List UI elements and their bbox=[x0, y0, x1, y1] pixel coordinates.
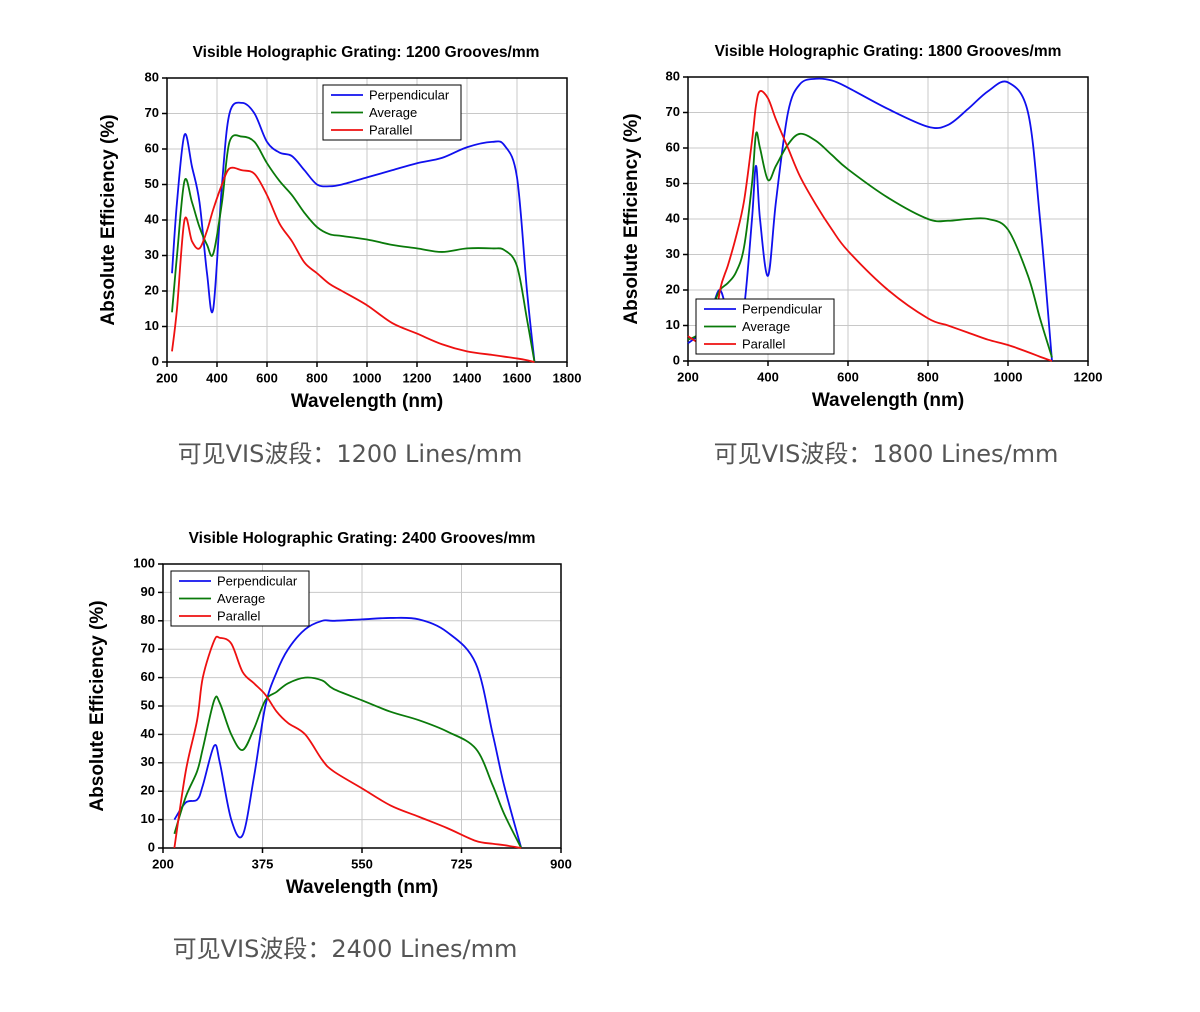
x-tick-label: 1600 bbox=[503, 370, 532, 385]
legend-label: Parallel bbox=[369, 122, 412, 137]
chart-title: Visible Holographic Grating: 1200 Groove… bbox=[193, 44, 540, 61]
y-tick-label: 40 bbox=[141, 726, 155, 741]
x-tick-label: 900 bbox=[550, 856, 572, 871]
y-axis-label: Absolute Efficiency (%) bbox=[98, 114, 119, 325]
y-tick-label: 20 bbox=[141, 783, 155, 798]
legend: Perpendicular Average Parallel bbox=[170, 570, 310, 627]
legend-label: Parallel bbox=[217, 608, 260, 623]
x-tick-label: 1000 bbox=[353, 370, 382, 385]
series-line bbox=[687, 131, 1053, 358]
plot-frame bbox=[687, 76, 1089, 362]
legend-label: Perpendicular bbox=[742, 301, 823, 316]
chart-title: Visible Holographic Grating: 2400 Groove… bbox=[189, 530, 536, 547]
x-tick-label: 1000 bbox=[994, 369, 1023, 384]
y-tick-label: 70 bbox=[145, 105, 159, 120]
x-tick-label: 200 bbox=[156, 370, 178, 385]
y-tick-label: 60 bbox=[145, 140, 159, 155]
series-line bbox=[171, 134, 536, 363]
caption: 可见VIS波段：1200 Lines/mm bbox=[178, 440, 523, 468]
x-axis-label: Wavelength (nm) bbox=[291, 391, 443, 412]
y-tick-label: 0 bbox=[673, 352, 680, 367]
y-tick-label: 0 bbox=[152, 353, 159, 368]
y-tick-label: 30 bbox=[145, 247, 159, 262]
x-tick-label: 375 bbox=[252, 856, 274, 871]
y-tick-label: 80 bbox=[145, 69, 159, 84]
y-tick-label: 10 bbox=[666, 317, 680, 332]
x-tick-label: 800 bbox=[917, 369, 939, 384]
y-tick-label: 80 bbox=[141, 612, 155, 627]
x-tick-label: 400 bbox=[206, 370, 228, 385]
series-line bbox=[171, 166, 535, 363]
x-tick-label: 1200 bbox=[403, 370, 432, 385]
caption: 可见VIS波段：1800 Lines/mm bbox=[714, 440, 1059, 468]
x-tick-label: 550 bbox=[351, 856, 373, 871]
y-tick-label: 70 bbox=[666, 104, 680, 119]
chart: 0 10 20 30 40 50 60 70 80 90 100 200 375 550 725 900 Per… bbox=[87, 530, 572, 963]
y-tick-label: 100 bbox=[133, 555, 155, 570]
x-tick-label: 800 bbox=[306, 370, 328, 385]
chart: 0 10 20 30 40 50 60 70 80 200 400 600 800 1000 1200 140… bbox=[98, 44, 581, 468]
x-tick-label: 1800 bbox=[553, 370, 582, 385]
y-tick-label: 20 bbox=[145, 282, 159, 297]
series-line bbox=[173, 616, 523, 849]
y-axis-label: Absolute Efficiency (%) bbox=[87, 600, 108, 811]
x-axis-label: Wavelength (nm) bbox=[286, 877, 438, 898]
caption: 可见VIS波段：2400 Lines/mm bbox=[173, 935, 518, 963]
x-tick-label: 600 bbox=[837, 369, 859, 384]
legend-label: Average bbox=[369, 105, 417, 120]
plot-frame bbox=[162, 563, 562, 849]
y-tick-label: 20 bbox=[666, 281, 680, 296]
series-line bbox=[173, 635, 522, 849]
legend: Perpendicular Average Parallel bbox=[695, 298, 835, 355]
y-tick-label: 10 bbox=[145, 318, 159, 333]
y-tick-label: 40 bbox=[145, 211, 159, 226]
y-tick-label: 90 bbox=[141, 584, 155, 599]
y-tick-label: 30 bbox=[666, 246, 680, 261]
y-tick-label: 50 bbox=[141, 697, 155, 712]
x-tick-label: 400 bbox=[757, 369, 779, 384]
legend-label: Perpendicular bbox=[369, 87, 450, 102]
legend-label: Perpendicular bbox=[217, 573, 298, 588]
x-tick-label: 725 bbox=[451, 856, 473, 871]
series-line bbox=[173, 676, 523, 849]
y-tick-label: 0 bbox=[148, 839, 155, 854]
x-tick-label: 1200 bbox=[1074, 369, 1103, 384]
chart-title: Visible Holographic Grating: 1800 Groove… bbox=[715, 43, 1062, 60]
legend-label: Average bbox=[742, 319, 790, 334]
legend-label: Average bbox=[217, 591, 265, 606]
x-tick-label: 200 bbox=[152, 856, 174, 871]
y-axis-label: Absolute Efficiency (%) bbox=[621, 113, 642, 324]
x-tick-label: 1400 bbox=[453, 370, 482, 385]
chart: 0 10 20 30 40 50 60 70 80 200 400 600 800 1000 1200 Per… bbox=[621, 43, 1102, 468]
y-tick-label: 30 bbox=[141, 754, 155, 769]
y-tick-label: 60 bbox=[666, 139, 680, 154]
y-tick-label: 70 bbox=[141, 641, 155, 656]
y-tick-label: 50 bbox=[666, 175, 680, 190]
y-tick-label: 60 bbox=[141, 669, 155, 684]
series-line bbox=[687, 90, 1053, 362]
plot-frame bbox=[166, 77, 568, 363]
legend-label: Parallel bbox=[742, 336, 785, 351]
y-tick-label: 50 bbox=[145, 176, 159, 191]
y-tick-label: 80 bbox=[666, 68, 680, 83]
x-axis-label: Wavelength (nm) bbox=[812, 390, 964, 411]
x-tick-label: 600 bbox=[256, 370, 278, 385]
x-tick-label: 200 bbox=[677, 369, 699, 384]
y-tick-label: 40 bbox=[666, 210, 680, 225]
legend: Perpendicular Average Parallel bbox=[322, 84, 462, 141]
y-tick-label: 10 bbox=[141, 811, 155, 826]
